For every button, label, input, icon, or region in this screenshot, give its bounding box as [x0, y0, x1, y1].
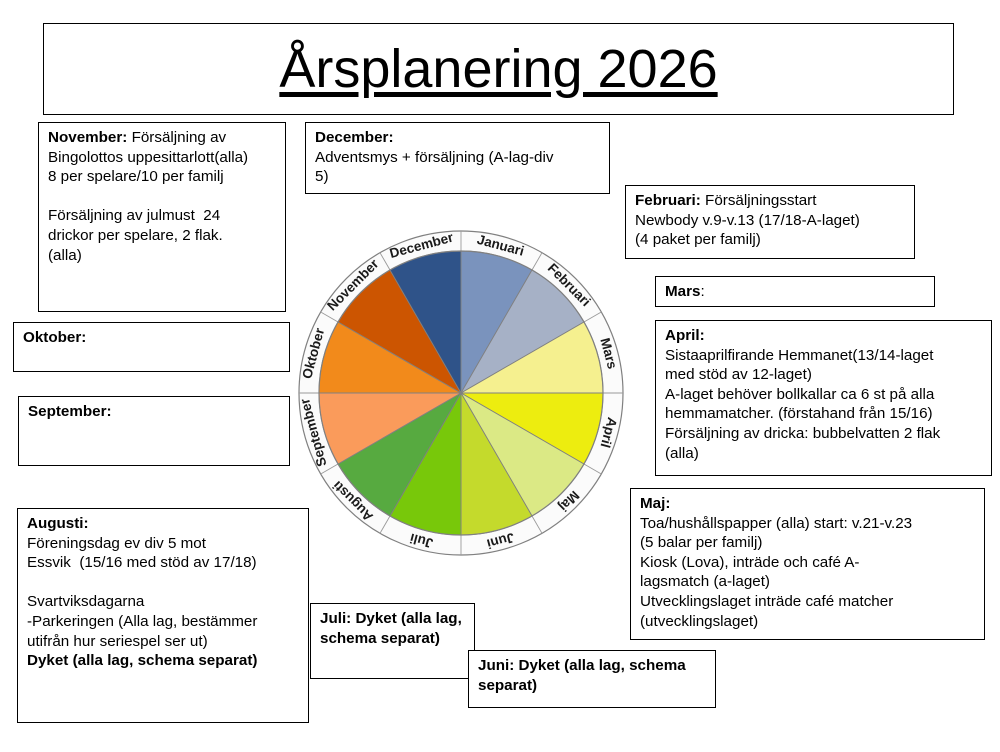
note-september-body: September:	[28, 402, 282, 422]
note-juli[interactable]: Juli: Dyket (alla lag, schema separat)	[310, 603, 475, 679]
ring-separator	[379, 252, 391, 271]
ring-separator	[320, 463, 339, 475]
note-april[interactable]: April: Sistaaprilfirande Hemmanet(13/14-l…	[655, 320, 992, 476]
note-december[interactable]: December: Adventsmys + försäljning (A-lag…	[305, 122, 610, 194]
note-februari-body: Februari: Försäljningsstart Newbody v.9-v…	[635, 192, 860, 249]
note-augusti[interactable]: Augusti: Föreningsdag ev div 5 mot Essvik …	[17, 508, 309, 723]
ring-separator	[320, 311, 339, 323]
note-augusti-body: Augusti: Föreningsdag ev div 5 mot Essvik …	[27, 515, 258, 670]
note-november-body: November: Försäljning av Bingolottos uppe…	[48, 129, 249, 264]
month-label: Maj:	[640, 495, 671, 512]
month-wheel-chart: Januari Februari Mars April Maj Juni Juli Augus…	[294, 202, 628, 584]
ring-separator	[583, 463, 602, 475]
ring-separator	[583, 311, 602, 323]
wheel-inner-circle	[318, 250, 604, 536]
note-maj[interactable]: Maj: Toa/hushållspapper (alla) start: v.2…	[630, 488, 985, 640]
note-juni-body: Juni: Dyket (alla lag, schema separat)	[478, 657, 690, 694]
note-mars[interactable]: Mars:	[655, 276, 935, 307]
month-label: April:	[665, 327, 705, 344]
note-maj-body: Maj: Toa/hushållspapper (alla) start: v.2…	[640, 495, 913, 630]
note-november[interactable]: November: Försäljning av Bingolottos uppe…	[38, 122, 286, 312]
note-april-body: April: Sistaaprilfirande Hemmanet(13/14-l…	[665, 327, 941, 462]
month-label: Oktober:	[23, 329, 87, 346]
month-label: Augusti:	[27, 515, 89, 532]
note-september[interactable]: September:	[18, 396, 290, 466]
month-label: Februari:	[635, 192, 701, 209]
month-label: September:	[28, 403, 112, 420]
ring-separators	[299, 231, 623, 555]
ring-separator	[531, 252, 543, 271]
wheel-label-juni: Juni	[485, 530, 516, 552]
note-december-body: December: Adventsmys + försäljning (A-lag…	[315, 129, 554, 186]
note-oktober[interactable]: Oktober:	[13, 322, 290, 372]
wheel-label-juli: Juli	[408, 530, 434, 551]
month-label: Mars	[665, 283, 701, 300]
month-label: December:	[315, 129, 394, 146]
page-title: Årsplanering 2026	[279, 39, 718, 99]
ring-separator	[531, 515, 543, 534]
ring-separator	[379, 515, 391, 534]
note-juli-body: Juli: Dyket (alla lag, schema separat)	[320, 610, 467, 647]
note-oktober-body: Oktober:	[23, 328, 282, 348]
note-juni[interactable]: Juni: Dyket (alla lag, schema separat)	[468, 650, 716, 708]
title-box: Årsplanering 2026	[43, 23, 954, 115]
pie-slices	[318, 250, 604, 536]
note-februari[interactable]: Februari: Försäljningsstart Newbody v.9-v…	[625, 185, 915, 259]
note-mars-body: Mars:	[665, 283, 705, 300]
emphasis-line: Dyket (alla lag, schema separat)	[27, 652, 258, 670]
month-label: November:	[48, 129, 128, 146]
